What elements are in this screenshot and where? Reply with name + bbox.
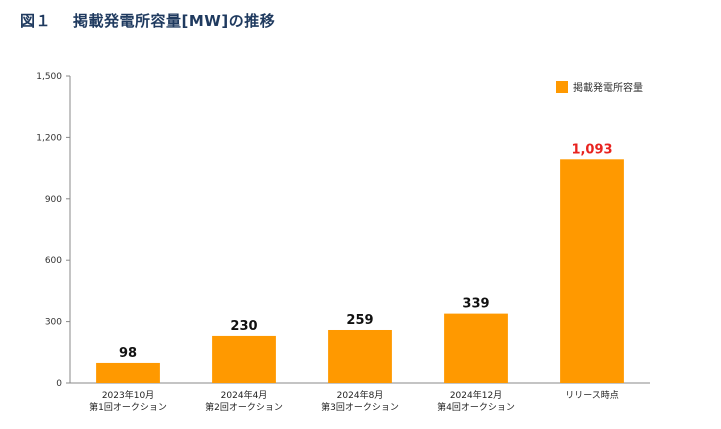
bar xyxy=(212,335,276,383)
y-tick-label: 1,500 xyxy=(36,72,62,82)
legend-swatch xyxy=(556,81,568,93)
bar xyxy=(444,313,508,383)
y-tick-label: 0 xyxy=(56,379,62,389)
bar xyxy=(560,159,624,383)
bar xyxy=(96,362,160,383)
bar xyxy=(328,329,392,383)
x-category-label: 2024年12月第4回オークション xyxy=(437,389,515,413)
x-category-label-line: 2023年10月 xyxy=(102,389,154,401)
figure-title-text: 掲載発電所容量[MW]の推移 xyxy=(73,12,276,30)
value-labels: 98 230 259 339 1,093 xyxy=(119,142,613,361)
legend: 掲載発電所容量 xyxy=(556,81,643,94)
bars xyxy=(96,159,624,383)
x-category-label-line: 2024年8月 xyxy=(337,389,384,401)
x-category-label-line: 2024年4月 xyxy=(221,389,268,401)
figure-number: 図１ xyxy=(20,12,52,30)
legend-label: 掲載発電所容量 xyxy=(573,81,643,94)
y-tick-label: 600 xyxy=(45,256,62,266)
y-axis: 0 300 600 900 1,200 1,500 xyxy=(36,72,71,389)
x-axis: 2023年10月第1回オークション 2024年4月第2回オークション 2024年8月… xyxy=(70,382,650,413)
x-category-label-line: 第2回オークション xyxy=(205,401,283,413)
x-category-label: リリース時点 xyxy=(565,390,619,401)
x-category-label-line: リリース時点 xyxy=(565,390,619,401)
x-category-label-line: 第4回オークション xyxy=(437,401,515,413)
y-tick-label: 900 xyxy=(45,195,62,205)
y-tick-label: 300 xyxy=(45,318,62,328)
x-category-label: 2024年4月第2回オークション xyxy=(205,389,283,413)
y-tick-label: 1,200 xyxy=(36,133,62,143)
x-category-label: 2024年8月第3回オークション xyxy=(321,389,399,413)
x-category-label: 2023年10月第1回オークション xyxy=(89,389,167,413)
bar-value-label: 1,093 xyxy=(571,142,612,157)
x-category-label-line: 2024年12月 xyxy=(450,389,502,401)
x-category-label-line: 第1回オークション xyxy=(89,401,167,413)
bar-value-label: 339 xyxy=(462,297,489,312)
bar-value-label: 98 xyxy=(119,346,137,361)
x-category-label-line: 第3回オークション xyxy=(321,401,399,413)
bar-value-label: 259 xyxy=(346,313,373,328)
figure-title: 図１ 掲載発電所容量[MW]の推移 xyxy=(20,10,275,31)
bar-value-label: 230 xyxy=(230,319,257,334)
